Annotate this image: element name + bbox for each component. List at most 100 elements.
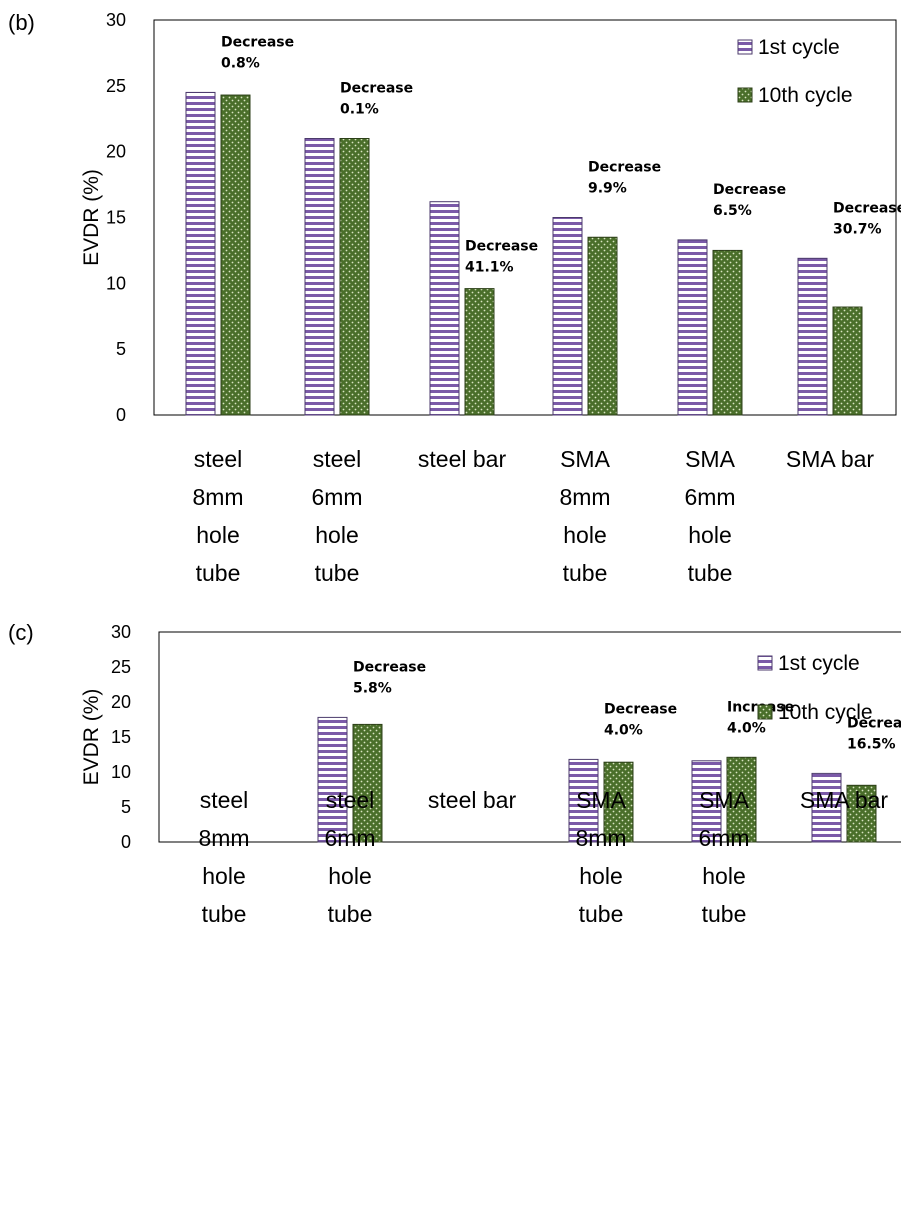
annotation-value: 4.0%: [727, 720, 766, 736]
category-label: tube: [579, 901, 624, 927]
category-label: 8mm: [192, 484, 243, 510]
bar-1st-cycle: [317, 716, 348, 843]
category-label: SMA: [576, 787, 627, 813]
y-tick-label: 25: [111, 657, 131, 677]
category-label: tube: [202, 901, 247, 927]
category-label: hole: [579, 863, 622, 889]
bar-10th-cycle: [464, 288, 495, 416]
category-label: tube: [688, 560, 733, 586]
category-label: hole: [702, 863, 745, 889]
annotation-label: Decrease: [847, 715, 901, 731]
legend-swatch-1st-cycle: [757, 655, 773, 671]
category-label: steel: [326, 787, 375, 813]
annotation-value: 4.0%: [604, 722, 643, 738]
annotation-label: Decrease: [465, 239, 538, 255]
category-label: steel: [200, 787, 249, 813]
category-label: steel bar: [428, 787, 517, 813]
annotation-label: Decrease: [353, 659, 426, 675]
category-label: SMA: [685, 446, 736, 472]
bar-10th-cycle: [832, 306, 863, 416]
y-axis-label: EVDR (%): [80, 169, 103, 266]
y-tick-label: 25: [106, 76, 126, 96]
annotation-value: 6.5%: [713, 203, 752, 219]
y-axis-label: EVDR (%): [80, 689, 103, 786]
annotation-label: Decrease: [588, 160, 661, 176]
category-label: steel: [313, 446, 362, 472]
annotation-value: 41.1%: [465, 260, 514, 276]
y-tick-label: 5: [121, 797, 131, 817]
chart-panel-b: (b) 0 5 10 15 20 25 30 EVDR (%) Decrease 0.8% Decre…: [8, 10, 901, 586]
bar-1st-cycle: [811, 772, 842, 843]
category-label: SMA bar: [786, 446, 875, 472]
bar-10th-cycle: [220, 94, 251, 416]
annotation-label: Decrease: [713, 182, 786, 198]
category-label: 8mm: [198, 825, 249, 851]
category-label: 6mm: [311, 484, 362, 510]
annotation-value: 5.8%: [353, 680, 392, 696]
annotation-value: 0.8%: [221, 55, 260, 71]
annotation-label: Decrease: [340, 81, 413, 97]
annotation-value: 0.1%: [340, 102, 379, 118]
bar-1st-cycle: [568, 758, 599, 843]
legend-label-10th-cycle: 10th cycle: [778, 701, 873, 724]
y-tick-label: 15: [111, 727, 131, 747]
annotation-value: 9.9%: [588, 181, 627, 197]
panel-label: (b): [8, 10, 35, 35]
plot-frame: [158, 631, 901, 843]
bar-10th-cycle: [603, 761, 634, 843]
category-label: 6mm: [698, 825, 749, 851]
annotation-value: 30.7%: [833, 221, 882, 237]
panel-label: (c): [8, 620, 34, 645]
y-tick-label: 30: [111, 622, 131, 642]
category-label: steel: [194, 446, 243, 472]
category-label: tube: [315, 560, 360, 586]
bar-10th-cycle: [846, 784, 877, 843]
category-label: 8mm: [559, 484, 610, 510]
legend-label-1st-cycle: 1st cycle: [778, 652, 860, 675]
category-label: tube: [328, 901, 373, 927]
category-label: 8mm: [575, 825, 626, 851]
bar-10th-cycle: [726, 756, 757, 843]
y-tick-label: 10: [106, 273, 126, 293]
bar-1st-cycle: [677, 239, 708, 416]
category-label: SMA: [699, 787, 750, 813]
category-label: hole: [688, 522, 731, 548]
category-label: SMA bar: [800, 787, 889, 813]
category-label: tube: [196, 560, 241, 586]
annotation-label: Decrease: [833, 200, 901, 216]
category-label: hole: [315, 522, 358, 548]
category-label: SMA: [560, 446, 611, 472]
y-tick-label: 10: [111, 762, 131, 782]
y-tick-label: 5: [116, 339, 126, 359]
category-label: tube: [563, 560, 608, 586]
bar-10th-cycle: [712, 249, 743, 416]
bar-1st-cycle: [304, 138, 335, 416]
y-tick-label: 15: [106, 208, 126, 228]
bar-1st-cycle: [691, 760, 722, 843]
legend-swatch-10th-cycle: [737, 87, 753, 103]
category-label: hole: [328, 863, 371, 889]
category-label: 6mm: [324, 825, 375, 851]
legend-swatch-1st-cycle: [737, 39, 753, 55]
category-label: hole: [563, 522, 606, 548]
category-label: hole: [202, 863, 245, 889]
annotation-label: Decrease: [604, 701, 677, 717]
y-tick-label: 0: [121, 832, 131, 852]
bar-1st-cycle: [797, 257, 828, 416]
bar-10th-cycle: [339, 138, 370, 416]
category-label: hole: [196, 522, 239, 548]
category-label: tube: [702, 901, 747, 927]
category-label: steel bar: [418, 446, 507, 472]
bar-10th-cycle: [587, 236, 618, 416]
plot-frame: [153, 19, 897, 416]
y-tick-label: 0: [116, 405, 126, 425]
annotation-value: 16.5%: [847, 736, 896, 752]
annotation-label: Decrease: [221, 34, 294, 50]
bar-1st-cycle: [552, 217, 583, 416]
y-tick-label: 20: [111, 692, 131, 712]
legend-label-1st-cycle: 1st cycle: [758, 36, 840, 59]
bar-10th-cycle: [352, 723, 383, 843]
legend-swatch-10th-cycle: [757, 704, 773, 720]
chart-panel-c: (c) 0 5 10 15 20 25 30 EVDR (%) Decrease 5.8% Decre…: [8, 620, 901, 927]
y-tick-label: 30: [106, 10, 126, 30]
